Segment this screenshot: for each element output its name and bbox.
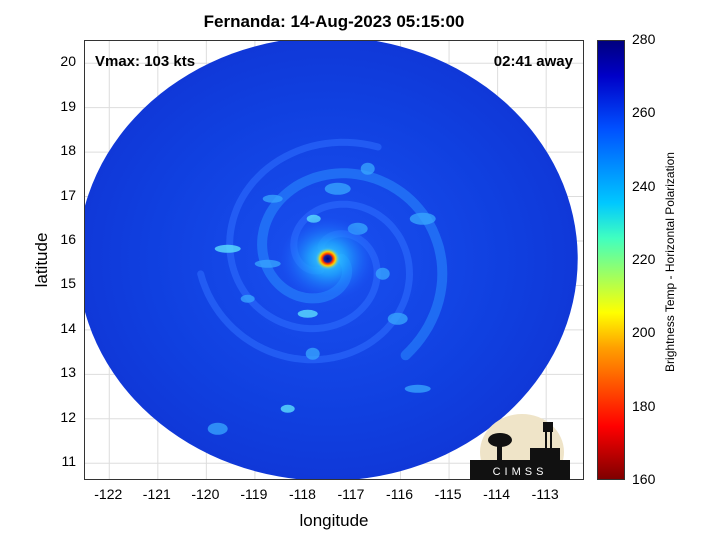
x-tick-label: -116 (386, 486, 414, 502)
map-svg (85, 41, 583, 479)
figure-title: Fernanda: 14-Aug-2023 05:15:00 (203, 12, 465, 31)
y-tick-label: 11 (61, 453, 76, 470)
y-tick-label: 18 (60, 142, 76, 159)
convective-cell (324, 182, 351, 195)
y-tick-label: 15 (60, 275, 76, 292)
x-tick-label: -114 (483, 486, 511, 502)
convective-cell (254, 259, 281, 268)
convective-cell (240, 294, 255, 303)
x-tick-label: -122 (94, 486, 123, 502)
convective-cell (375, 267, 390, 280)
convective-cell (297, 309, 318, 318)
colorbar (597, 40, 625, 480)
x-tick-label: -115 (434, 486, 462, 502)
x-tick-label: -120 (191, 486, 220, 502)
convective-cell (280, 404, 295, 413)
x-tick-label: -121 (142, 486, 171, 502)
y-tick-label: 14 (60, 319, 76, 336)
storm-eye (315, 247, 340, 270)
y-tick-label: 17 (60, 186, 76, 203)
cimss-logo: CIMSS (470, 414, 570, 480)
convective-cell (214, 244, 241, 253)
colorbar-tick-label: 220 (632, 251, 656, 267)
convective-cell (262, 194, 283, 203)
y-tick-label: 12 (60, 408, 76, 425)
convective-cell (409, 212, 436, 225)
y-tick-label: 16 (60, 231, 76, 247)
colorbar-tick-label: 240 (632, 177, 656, 194)
colorbar-label: Brightness Temp - Horizontal Polarizatio… (663, 152, 677, 372)
colorbar-tick-label: 280 (632, 31, 656, 47)
x-axis-label: longitude (299, 511, 369, 530)
convective-cell (360, 162, 375, 175)
colorbar-tick-label: 200 (632, 324, 656, 341)
map-plot-area: Vmax: 103 kts 02:41 away (84, 40, 584, 480)
x-tick-label: -117 (337, 486, 365, 502)
y-tick-label: 13 (60, 364, 76, 381)
colorbar-tick-label: 260 (632, 104, 656, 121)
colorbar-tick-label: 180 (632, 397, 656, 414)
convective-cell (404, 384, 431, 393)
y-tick-label: 19 (60, 97, 76, 114)
vmax-label: Vmax: 103 kts (95, 53, 196, 70)
x-tick-label: -118 (288, 486, 316, 502)
x-tick-label: -113 (531, 486, 559, 502)
colorbar-tick-label: 160 (632, 471, 656, 487)
convective-cell (387, 312, 408, 325)
convective-cell (305, 347, 320, 360)
y-tick-label: 20 (60, 53, 76, 70)
logo-text: CIMSS (493, 466, 548, 478)
x-tick-label: -119 (240, 486, 268, 502)
convective-cell (207, 422, 228, 435)
time-away-label: 02:41 away (493, 53, 573, 70)
